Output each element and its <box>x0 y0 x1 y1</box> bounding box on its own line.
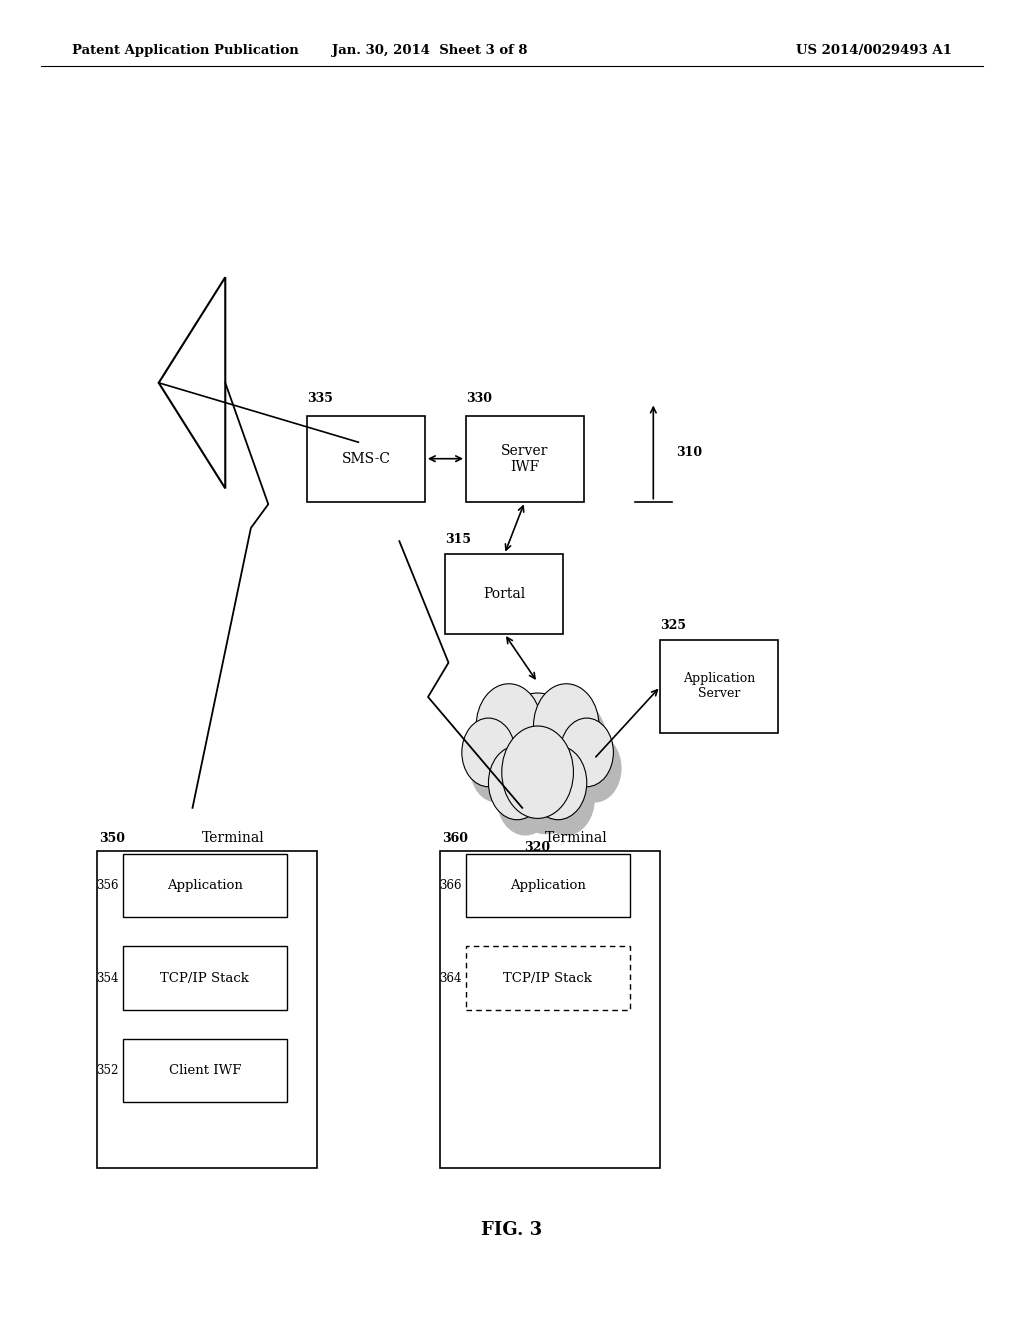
Circle shape <box>505 709 587 814</box>
Text: Terminal: Terminal <box>545 830 607 845</box>
Polygon shape <box>159 277 225 488</box>
Bar <box>440 851 660 1168</box>
Text: 320: 320 <box>524 841 551 854</box>
Bar <box>466 416 584 502</box>
Text: Patent Application Publication: Patent Application Publication <box>72 44 298 57</box>
Text: Portal: Portal <box>483 587 525 601</box>
Text: 310: 310 <box>676 446 702 458</box>
Circle shape <box>462 718 515 787</box>
Text: 356: 356 <box>96 879 119 892</box>
Text: Server
IWF: Server IWF <box>501 444 549 474</box>
Circle shape <box>568 734 622 803</box>
Text: Terminal: Terminal <box>202 830 264 845</box>
Bar <box>97 851 317 1168</box>
Text: Jan. 30, 2014  Sheet 3 of 8: Jan. 30, 2014 Sheet 3 of 8 <box>333 44 527 57</box>
Bar <box>660 640 778 733</box>
Circle shape <box>538 762 595 836</box>
Circle shape <box>529 746 587 820</box>
Text: 364: 364 <box>439 972 462 985</box>
Bar <box>123 1039 287 1102</box>
Text: 354: 354 <box>96 972 119 985</box>
Bar <box>466 854 630 917</box>
Bar <box>123 946 287 1010</box>
Circle shape <box>510 742 582 834</box>
Text: 366: 366 <box>439 879 462 892</box>
Text: 315: 315 <box>445 533 471 546</box>
Circle shape <box>502 726 573 818</box>
Bar <box>307 416 425 502</box>
Circle shape <box>476 684 542 768</box>
Bar <box>123 854 287 917</box>
Text: TCP/IP Stack: TCP/IP Stack <box>161 972 249 985</box>
Text: Application
Server: Application Server <box>683 672 756 701</box>
Bar <box>445 554 563 634</box>
Text: TCP/IP Stack: TCP/IP Stack <box>504 972 592 985</box>
Circle shape <box>497 762 554 836</box>
Circle shape <box>542 700 607 784</box>
Text: FIG. 3: FIG. 3 <box>481 1221 543 1239</box>
Text: 350: 350 <box>99 832 125 845</box>
Text: 330: 330 <box>466 392 492 405</box>
Text: Client IWF: Client IWF <box>169 1064 241 1077</box>
Text: 360: 360 <box>442 832 468 845</box>
Text: 352: 352 <box>96 1064 119 1077</box>
Circle shape <box>497 693 579 799</box>
Text: Application: Application <box>167 879 243 892</box>
Circle shape <box>534 684 599 768</box>
Circle shape <box>560 718 613 787</box>
Text: 325: 325 <box>660 619 686 632</box>
Text: SMS-C: SMS-C <box>342 451 390 466</box>
Circle shape <box>484 700 550 784</box>
Circle shape <box>470 734 523 803</box>
Text: US 2014/0029493 A1: US 2014/0029493 A1 <box>797 44 952 57</box>
Text: 335: 335 <box>307 392 333 405</box>
Circle shape <box>488 746 546 820</box>
Bar <box>466 946 630 1010</box>
Text: Application: Application <box>510 879 586 892</box>
